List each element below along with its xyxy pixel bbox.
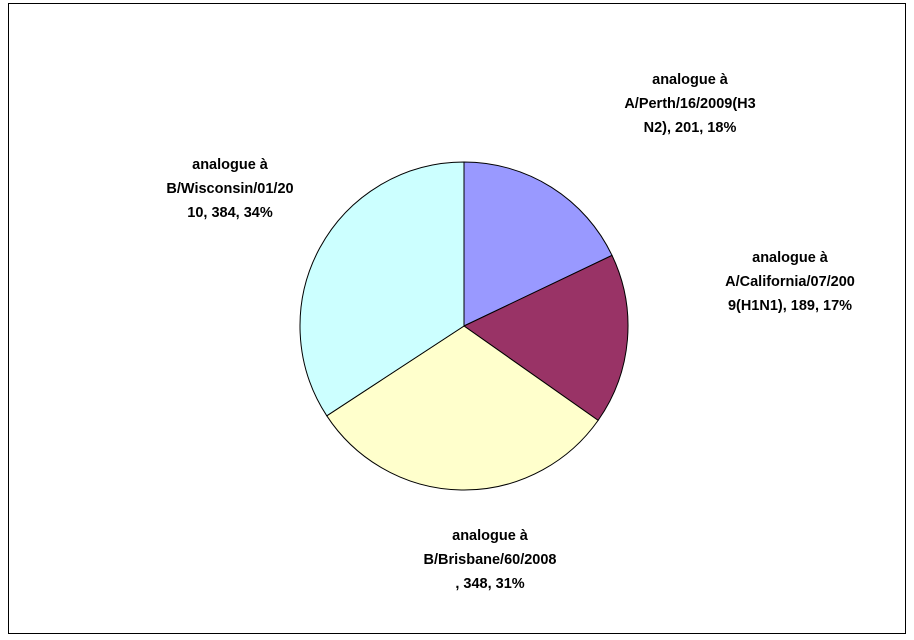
data-label: , 348, 31% bbox=[455, 576, 524, 592]
data-label: B/Wisconsin/01/20 bbox=[166, 181, 293, 197]
data-label: N2), 201, 18% bbox=[644, 120, 737, 136]
data-label: A/California/07/200 bbox=[725, 274, 855, 290]
data-label: 10, 384, 34% bbox=[187, 205, 273, 221]
pie-slice bbox=[326, 325, 599, 491]
pie-slice bbox=[463, 254, 629, 422]
data-label: 9(H1N1), 189, 17% bbox=[728, 298, 852, 314]
pie-slice bbox=[299, 161, 465, 417]
data-label: analogue à bbox=[652, 72, 729, 88]
pie-slice bbox=[463, 161, 613, 327]
data-label: A/Perth/16/2009(H3 bbox=[624, 96, 755, 112]
data-label: analogue à bbox=[752, 250, 829, 266]
data-label: analogue à bbox=[452, 528, 529, 544]
data-label: B/Brisbane/60/2008 bbox=[424, 552, 557, 568]
data-label: analogue à bbox=[192, 157, 269, 173]
